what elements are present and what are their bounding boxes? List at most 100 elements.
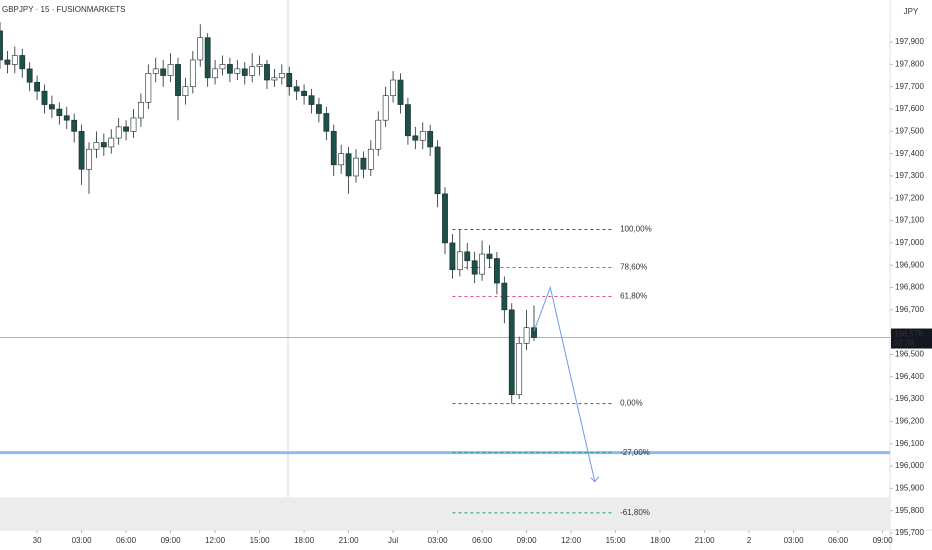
candle-body (63, 115, 70, 121)
currency: JPY (904, 7, 919, 16)
y-tick-label: 196,400 (895, 372, 924, 381)
candle-body (256, 64, 263, 67)
candle-body (375, 119, 382, 150)
y-tick-label: 197,800 (895, 60, 924, 69)
candle-body (486, 253, 493, 259)
x-tick-label: 06:00 (116, 536, 137, 545)
y-tick-label: 196,800 (895, 283, 924, 292)
candle-body (456, 251, 463, 270)
candle-body (227, 64, 233, 74)
x-tick-label: 30 (33, 536, 42, 545)
candle-body (145, 73, 152, 103)
candle-body (71, 119, 78, 132)
candle-body (301, 90, 307, 96)
candle-body (160, 68, 167, 76)
candle-body (11, 55, 18, 65)
candle-body (360, 157, 367, 170)
y-tick-label: 197,000 (895, 238, 924, 247)
candle-body (115, 126, 122, 139)
y-tick-label: 196,200 (895, 417, 924, 426)
candle-body (464, 251, 471, 262)
y-tick-label: 195,900 (895, 483, 924, 492)
x-tick-label: 03:00 (72, 536, 93, 545)
candle-body (34, 81, 40, 92)
candle-body (175, 64, 181, 96)
candle-body (390, 79, 396, 96)
x-tick-label: 15:00 (606, 536, 627, 545)
candle-body (278, 73, 285, 79)
candle-body (4, 59, 11, 65)
candle-body (442, 193, 448, 244)
fib-label: 78,60% (620, 263, 647, 272)
candle-body (330, 131, 337, 166)
fib-label: 0,00% (620, 399, 643, 408)
candle-body (130, 117, 137, 132)
candle-body (138, 102, 144, 119)
candle-body (449, 242, 456, 270)
candle-body (234, 68, 241, 74)
y-tick-label: 195,800 (895, 506, 924, 515)
x-tick-label: 09:00 (873, 536, 894, 545)
fib-label: -27,00% (620, 448, 650, 457)
candle-body (219, 64, 226, 70)
candle-body (189, 59, 196, 88)
x-tick-label: 06:00 (472, 536, 493, 545)
y-tick-label: 197,200 (895, 193, 924, 202)
candle-body (212, 68, 218, 79)
candle-body (100, 142, 107, 148)
candle-body (241, 68, 248, 76)
candle-body (338, 153, 345, 166)
y-tick-label: 195,700 (895, 528, 924, 537)
fib-label: 61,80% (620, 292, 647, 301)
last-price-box (891, 328, 932, 349)
candle-body (49, 104, 55, 110)
candle-body (286, 73, 293, 88)
x-tick-label: 21:00 (339, 536, 360, 545)
y-tick-label: 196,900 (895, 260, 924, 269)
y-tick-label: 196,300 (895, 394, 924, 403)
candle-body (249, 66, 256, 76)
candle-body (152, 68, 159, 74)
x-tick-label: 06:00 (828, 536, 849, 545)
candle-body (419, 131, 426, 141)
candle-body (405, 104, 411, 137)
candle-body (516, 343, 523, 395)
candle-body (56, 108, 63, 117)
chart-title: GBPJPY · 15 · FUSIONMARKETS (2, 5, 125, 14)
x-tick-label: Jul (388, 536, 398, 545)
x-tick-label: 12:00 (561, 536, 582, 545)
candle-body (501, 282, 508, 311)
x-tick-label: 2 (747, 536, 752, 545)
candle-body (427, 131, 434, 148)
candle-body (508, 309, 515, 395)
y-tick-label: 197,700 (895, 82, 924, 91)
fib-label: -61,80% (620, 508, 650, 517)
candle-body (167, 64, 174, 76)
y-tick-label: 197,500 (895, 126, 924, 135)
y-tick-label: 196,100 (895, 439, 924, 448)
y-tick-label: 197,400 (895, 149, 924, 158)
projection-path (533, 285, 596, 482)
candle-body (86, 148, 92, 170)
candle-body (316, 104, 322, 114)
x-tick-label: 09:00 (517, 536, 538, 545)
x-tick-label: 12:00 (205, 536, 226, 545)
candle-body (323, 113, 330, 132)
y-tick-label: 197,900 (895, 37, 924, 46)
candle-body (523, 327, 530, 344)
candle-body (264, 64, 270, 81)
last-price-label: 196,576 (894, 330, 923, 339)
candle-body (41, 90, 48, 105)
candle-body (382, 95, 389, 121)
candle-body (108, 137, 115, 148)
candle-body (345, 153, 352, 177)
projection-arrowhead (590, 476, 600, 483)
candle-body (494, 258, 500, 284)
candle-body (123, 126, 129, 132)
x-tick-label: 18:00 (650, 536, 671, 545)
zone (0, 497, 890, 531)
y-tick-label: 197,100 (895, 216, 924, 225)
fib-label: 100,00% (620, 225, 652, 234)
